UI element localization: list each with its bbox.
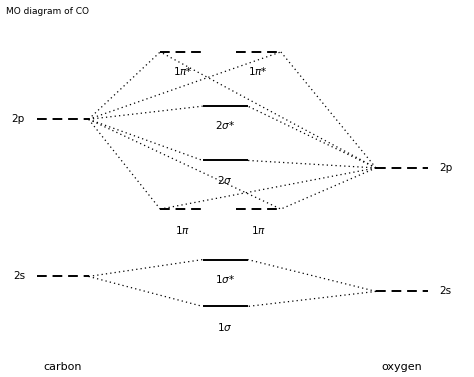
Text: 1$\pi$*: 1$\pi$*: [248, 65, 268, 77]
Text: 1$\sigma$: 1$\sigma$: [218, 321, 233, 333]
Text: 1$\pi$*: 1$\pi$*: [173, 65, 192, 77]
Text: 2$\sigma$: 2$\sigma$: [218, 173, 233, 185]
Text: 1$\pi$: 1$\pi$: [251, 224, 266, 236]
Text: carbon: carbon: [44, 362, 82, 372]
Text: 1$\sigma$*: 1$\sigma$*: [215, 273, 235, 285]
Text: 2p: 2p: [439, 163, 453, 173]
Text: 2$\sigma$*: 2$\sigma$*: [215, 119, 235, 131]
Text: MO diagram of CO: MO diagram of CO: [6, 7, 89, 16]
Text: 1$\pi$: 1$\pi$: [175, 224, 190, 236]
Text: 2p: 2p: [12, 114, 25, 124]
Text: 2s: 2s: [13, 271, 25, 282]
Text: 2s: 2s: [439, 287, 452, 296]
Text: oxygen: oxygen: [382, 362, 422, 372]
